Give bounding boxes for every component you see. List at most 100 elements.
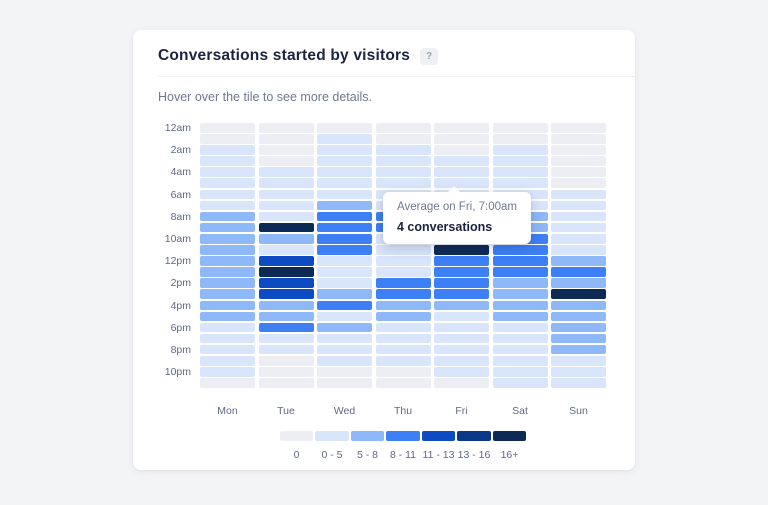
heatmap-tile[interactable] <box>258 233 314 244</box>
heatmap-tile[interactable] <box>551 178 606 189</box>
heatmap-tile[interactable] <box>258 311 314 322</box>
heatmap-tile[interactable] <box>434 333 489 344</box>
heatmap-tile[interactable] <box>200 123 255 133</box>
heatmap-tile[interactable] <box>375 256 431 266</box>
heatmap-tile[interactable] <box>258 189 314 200</box>
heatmap-tile[interactable] <box>375 167 431 177</box>
heatmap-tile[interactable] <box>375 123 431 133</box>
heatmap-tile[interactable] <box>258 333 314 344</box>
heatmap-tile[interactable] <box>375 267 431 277</box>
heatmap-tile[interactable] <box>317 178 372 189</box>
heatmap-tile[interactable] <box>551 256 606 266</box>
heatmap-tile[interactable] <box>317 123 372 133</box>
heatmap-tile[interactable] <box>200 200 255 211</box>
heatmap-tile[interactable] <box>551 222 606 233</box>
heatmap-tile[interactable] <box>551 278 606 288</box>
heatmap-tile[interactable] <box>551 333 606 344</box>
heatmap-tile[interactable] <box>317 245 372 255</box>
heatmap-tile[interactable] <box>317 233 372 244</box>
heatmap-tile[interactable] <box>317 134 372 144</box>
heatmap-tile[interactable] <box>551 134 606 144</box>
heatmap-tile[interactable] <box>317 311 372 322</box>
heatmap-tile[interactable] <box>317 145 372 155</box>
heatmap-tile[interactable] <box>375 333 431 344</box>
heatmap-tile[interactable] <box>200 156 255 166</box>
heatmap-tile[interactable] <box>492 367 548 377</box>
heatmap-tile[interactable] <box>551 233 606 244</box>
heatmap-tile[interactable] <box>434 278 489 288</box>
heatmap-tile[interactable] <box>317 256 372 266</box>
heatmap-tile[interactable] <box>492 167 548 177</box>
heatmap-tile[interactable] <box>375 322 431 333</box>
heatmap-tile[interactable] <box>375 278 431 288</box>
heatmap-tile[interactable] <box>258 256 314 266</box>
heatmap-tile[interactable] <box>200 378 255 388</box>
heatmap-tile[interactable] <box>492 267 548 277</box>
heatmap-tile[interactable] <box>258 322 314 333</box>
heatmap-tile[interactable] <box>200 278 255 288</box>
heatmap-tile[interactable] <box>434 311 489 322</box>
heatmap-tile[interactable] <box>258 211 314 222</box>
heatmap-tile[interactable] <box>200 245 255 255</box>
heatmap-tile[interactable] <box>200 178 255 189</box>
heatmap-tile[interactable] <box>200 211 255 222</box>
heatmap-tile[interactable] <box>434 256 489 266</box>
heatmap-tile[interactable] <box>200 311 255 322</box>
heatmap-tile[interactable] <box>492 333 548 344</box>
heatmap-tile[interactable] <box>200 189 255 200</box>
heatmap-tile[interactable] <box>551 322 606 333</box>
heatmap-tile[interactable] <box>551 300 606 311</box>
heatmap-tile[interactable] <box>492 278 548 288</box>
heatmap-tile[interactable] <box>258 123 314 133</box>
heatmap-tile[interactable] <box>317 289 372 299</box>
heatmap-tile[interactable] <box>317 378 372 388</box>
heatmap-tile[interactable] <box>492 256 548 266</box>
heatmap-tile[interactable] <box>200 289 255 299</box>
heatmap-tile[interactable] <box>551 200 606 211</box>
heatmap-tile[interactable] <box>200 222 255 233</box>
heatmap-tile[interactable] <box>551 311 606 322</box>
heatmap-tile[interactable] <box>492 145 548 155</box>
heatmap-tile[interactable] <box>258 156 314 166</box>
heatmap-tile[interactable] <box>551 355 606 366</box>
heatmap-tile[interactable] <box>375 344 431 355</box>
heatmap-tile[interactable] <box>258 278 314 288</box>
heatmap-tile[interactable] <box>200 145 255 155</box>
heatmap-tile[interactable] <box>492 134 548 144</box>
heatmap-tile[interactable] <box>434 344 489 355</box>
heatmap-tile[interactable] <box>375 355 431 366</box>
heatmap-tile[interactable] <box>492 311 548 322</box>
heatmap-tile[interactable] <box>375 367 431 377</box>
heatmap-tile[interactable] <box>375 378 431 388</box>
heatmap-tile[interactable] <box>375 289 431 299</box>
heatmap-tile[interactable] <box>492 245 548 255</box>
heatmap-tile[interactable] <box>492 156 548 166</box>
heatmap-tile[interactable] <box>492 322 548 333</box>
heatmap-tile[interactable] <box>551 245 606 255</box>
heatmap-tile[interactable] <box>551 123 606 133</box>
heatmap-tile[interactable] <box>258 200 314 211</box>
heatmap-tile[interactable] <box>434 322 489 333</box>
heatmap-tile[interactable] <box>317 167 372 177</box>
help-icon[interactable]: ? <box>420 47 439 65</box>
heatmap-tile[interactable] <box>492 355 548 366</box>
heatmap-tile[interactable] <box>551 289 606 299</box>
heatmap-tile[interactable] <box>258 245 314 255</box>
heatmap-tile[interactable] <box>258 300 314 311</box>
heatmap-tile[interactable] <box>492 178 548 189</box>
heatmap-tile[interactable] <box>492 123 548 133</box>
heatmap-tile[interactable] <box>200 233 255 244</box>
heatmap-tile[interactable] <box>551 267 606 277</box>
heatmap-tile[interactable] <box>317 200 372 211</box>
heatmap-tile[interactable] <box>258 178 314 189</box>
heatmap-tile[interactable] <box>375 134 431 144</box>
heatmap-tile[interactable] <box>375 311 431 322</box>
heatmap-tile[interactable] <box>258 367 314 377</box>
heatmap-tile[interactable] <box>492 344 548 355</box>
heatmap-tile[interactable] <box>317 222 372 233</box>
heatmap-tile[interactable] <box>434 267 489 277</box>
heatmap-tile[interactable] <box>317 322 372 333</box>
heatmap-tile[interactable] <box>375 156 431 166</box>
heatmap-tile[interactable] <box>200 256 255 266</box>
heatmap-tile[interactable] <box>375 245 431 255</box>
